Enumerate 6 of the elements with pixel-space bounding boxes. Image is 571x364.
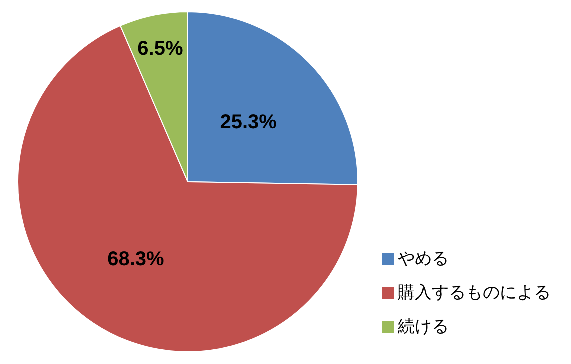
data-label: 6.5% [138,38,184,60]
data-label: 68.3% [108,248,165,271]
legend-label: やめる [398,249,449,269]
legend-label: 購入するものによる [398,283,551,303]
data-label: 25.3% [220,111,278,134]
legend-label: 続ける [398,317,449,337]
